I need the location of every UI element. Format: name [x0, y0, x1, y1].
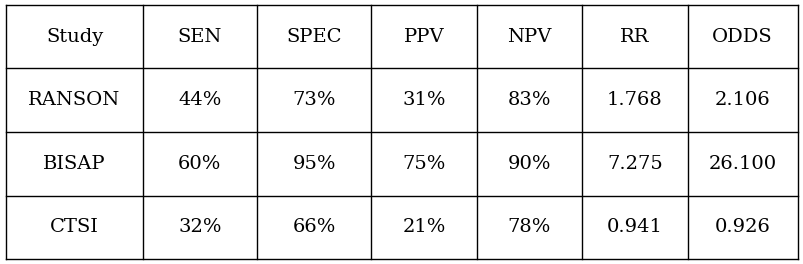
Text: 31%: 31% [402, 91, 445, 109]
Text: 75%: 75% [402, 155, 445, 173]
Text: 60%: 60% [178, 155, 222, 173]
Text: 2.106: 2.106 [714, 91, 769, 109]
Text: 44%: 44% [178, 91, 222, 109]
Text: PPV: PPV [403, 27, 444, 46]
Text: SEN: SEN [177, 27, 222, 46]
Text: 21%: 21% [402, 218, 445, 237]
Text: NPV: NPV [507, 27, 551, 46]
Text: 26.100: 26.100 [707, 155, 776, 173]
Text: ODDS: ODDS [711, 27, 772, 46]
Text: 66%: 66% [292, 218, 336, 237]
Text: 32%: 32% [177, 218, 222, 237]
Text: BISAP: BISAP [43, 155, 106, 173]
Text: Study: Study [46, 27, 103, 46]
Text: 73%: 73% [292, 91, 336, 109]
Text: 7.275: 7.275 [606, 155, 662, 173]
Text: CTSI: CTSI [50, 218, 99, 237]
Text: SPEC: SPEC [286, 27, 341, 46]
Text: 0.941: 0.941 [606, 218, 662, 237]
Text: 90%: 90% [507, 155, 551, 173]
Text: 83%: 83% [507, 91, 551, 109]
Text: RANSON: RANSON [28, 91, 120, 109]
Text: 1.768: 1.768 [606, 91, 662, 109]
Text: 78%: 78% [507, 218, 551, 237]
Text: 95%: 95% [292, 155, 336, 173]
Text: RR: RR [619, 27, 649, 46]
Text: 0.926: 0.926 [714, 218, 769, 237]
